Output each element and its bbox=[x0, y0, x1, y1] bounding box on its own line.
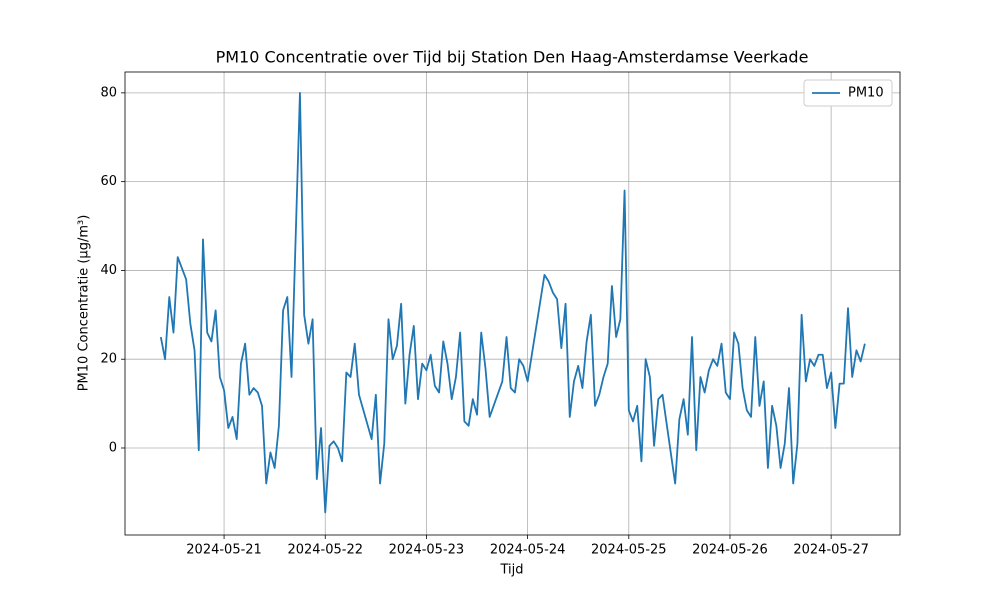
legend-box bbox=[803, 79, 893, 107]
plot-frame bbox=[124, 71, 901, 536]
x-tick-label: 2024-05-23 bbox=[389, 543, 465, 558]
x-axis-label: Tijd bbox=[499, 563, 523, 578]
x-tick-label: 2024-05-24 bbox=[490, 543, 566, 558]
x-tick-label: 2024-05-26 bbox=[692, 543, 768, 558]
x-tick-label: 2024-05-25 bbox=[591, 543, 667, 558]
y-tick-label: 60 bbox=[100, 174, 117, 189]
x-tick-label: 2024-05-27 bbox=[793, 543, 869, 558]
y-tick-label: 20 bbox=[100, 352, 117, 367]
chart-title: PM10 Concentratie over Tijd bij Station … bbox=[216, 48, 809, 67]
x-tick-label: 2024-05-22 bbox=[287, 543, 363, 558]
legend-label: PM10 bbox=[848, 86, 884, 101]
y-axis-label: PM10 Concentratie (µg/m³) bbox=[77, 215, 92, 392]
y-tick-label: 80 bbox=[100, 85, 117, 100]
y-tick-label: 40 bbox=[100, 263, 117, 278]
x-tick-label: 2024-05-21 bbox=[186, 543, 262, 558]
y-tick-label: 0 bbox=[109, 440, 117, 455]
data-line bbox=[159, 91, 866, 514]
